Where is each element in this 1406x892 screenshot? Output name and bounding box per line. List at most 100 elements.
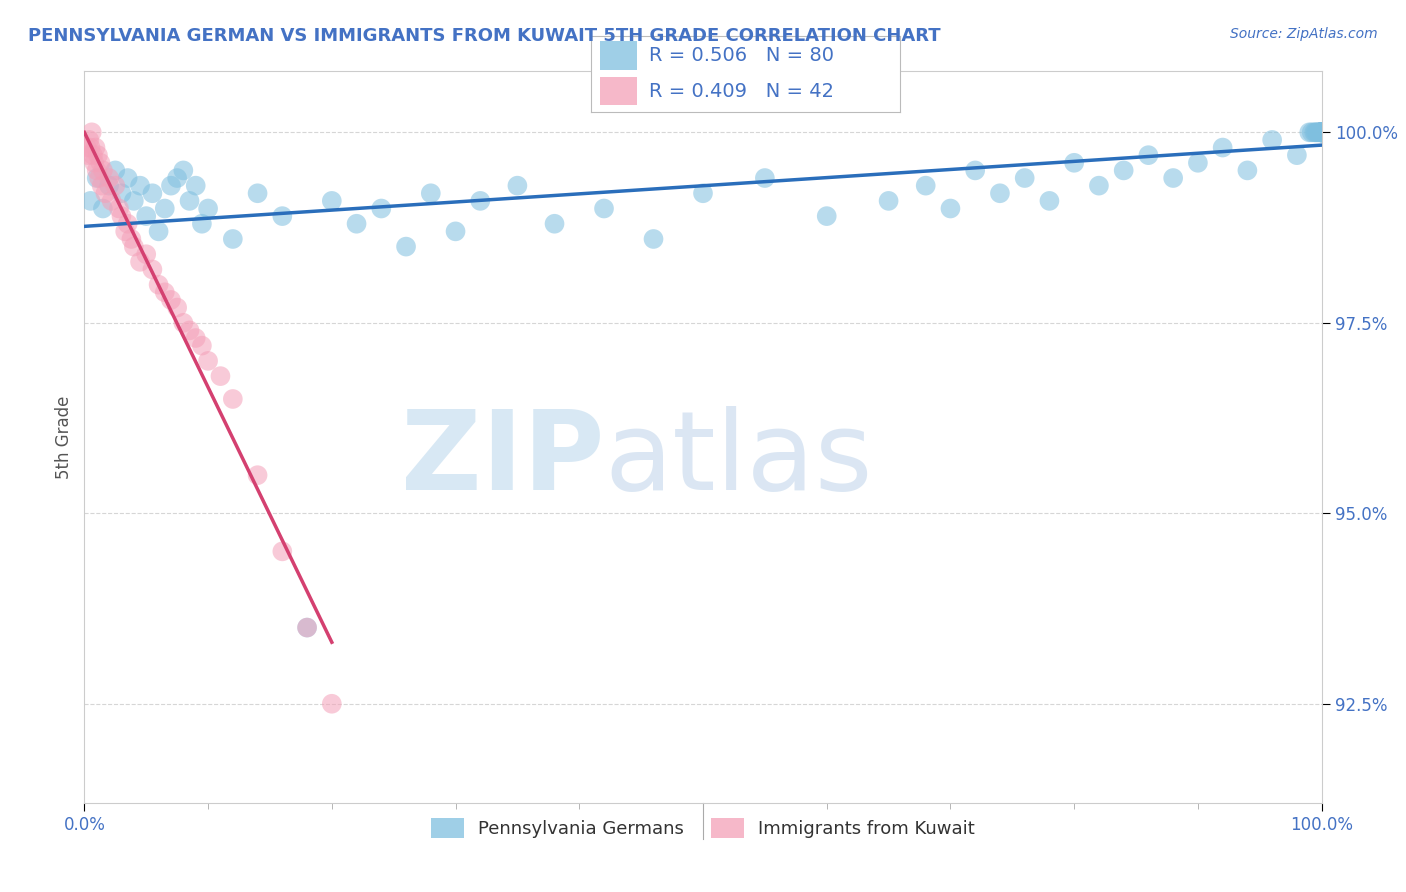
Point — [135, 209, 157, 223]
Point — [295, 621, 318, 635]
Point — [877, 194, 900, 208]
Point — [222, 392, 245, 406]
Point — [1310, 125, 1333, 139]
Point — [141, 186, 163, 201]
Point — [76, 140, 98, 154]
Point — [120, 232, 142, 246]
Point — [79, 140, 101, 154]
Point — [1285, 148, 1308, 162]
Point — [246, 468, 269, 483]
Point — [988, 186, 1011, 201]
Point — [271, 544, 294, 558]
Point — [184, 331, 207, 345]
Point — [87, 148, 110, 162]
Point — [1014, 171, 1036, 186]
Point — [1310, 125, 1333, 139]
Point — [77, 148, 100, 162]
Point — [114, 224, 136, 238]
Point — [1310, 125, 1333, 139]
Point — [222, 232, 245, 246]
Point — [90, 178, 112, 193]
Y-axis label: 5th Grade: 5th Grade — [55, 395, 73, 479]
Point — [346, 217, 368, 231]
Point — [1310, 125, 1333, 139]
Point — [79, 133, 101, 147]
Point — [110, 209, 132, 223]
Text: ZIP: ZIP — [401, 406, 605, 513]
Point — [643, 232, 665, 246]
Point — [1298, 125, 1320, 139]
Point — [593, 202, 616, 216]
Point — [172, 163, 194, 178]
Point — [1310, 125, 1333, 139]
Point — [108, 202, 131, 216]
Text: R = 0.409   N = 42: R = 0.409 N = 42 — [650, 81, 834, 101]
Point — [191, 217, 214, 231]
Point — [166, 171, 188, 186]
Legend: Pennsylvania Germans, Immigrants from Kuwait: Pennsylvania Germans, Immigrants from Ku… — [425, 811, 981, 845]
Point — [1187, 155, 1209, 169]
Point — [1305, 125, 1327, 139]
Point — [543, 217, 565, 231]
Point — [104, 163, 127, 178]
Point — [1212, 140, 1234, 154]
Point — [939, 202, 962, 216]
Point — [82, 148, 104, 162]
Point — [1310, 125, 1333, 139]
Point — [1310, 125, 1333, 139]
Point — [692, 186, 714, 201]
Point — [148, 224, 170, 238]
Point — [1310, 125, 1333, 139]
Point — [100, 194, 122, 208]
Point — [1309, 125, 1331, 139]
Point — [91, 202, 114, 216]
FancyBboxPatch shape — [600, 77, 637, 105]
Point — [1309, 125, 1331, 139]
Point — [83, 155, 105, 169]
Point — [153, 202, 176, 216]
Point — [1310, 125, 1333, 139]
Point — [914, 178, 936, 193]
Point — [1088, 178, 1111, 193]
Point — [184, 178, 207, 193]
Point — [1137, 148, 1160, 162]
Point — [94, 186, 117, 201]
Text: Source: ZipAtlas.com: Source: ZipAtlas.com — [1230, 27, 1378, 41]
Point — [209, 369, 232, 384]
Point — [98, 178, 121, 193]
Point — [104, 178, 127, 193]
Point — [122, 239, 145, 253]
Point — [129, 178, 152, 193]
Text: R = 0.506   N = 80: R = 0.506 N = 80 — [650, 45, 834, 65]
Point — [166, 301, 188, 315]
Point — [419, 186, 441, 201]
Point — [179, 323, 201, 337]
Point — [1306, 125, 1329, 139]
Point — [754, 171, 776, 186]
Point — [1310, 125, 1333, 139]
Point — [470, 194, 492, 208]
Point — [1310, 125, 1333, 139]
Point — [172, 316, 194, 330]
Point — [89, 155, 111, 169]
Point — [295, 621, 318, 635]
Point — [110, 186, 132, 201]
Point — [1112, 163, 1135, 178]
FancyBboxPatch shape — [600, 41, 637, 70]
Point — [84, 140, 107, 154]
Point — [129, 255, 152, 269]
Point — [197, 202, 219, 216]
Point — [160, 293, 183, 307]
Point — [506, 178, 529, 193]
Point — [141, 262, 163, 277]
Point — [117, 171, 139, 186]
Point — [122, 194, 145, 208]
Point — [191, 338, 214, 352]
Point — [1261, 133, 1284, 147]
Point — [1310, 125, 1333, 139]
Point — [1161, 171, 1184, 186]
Point — [148, 277, 170, 292]
Point — [135, 247, 157, 261]
Point — [395, 239, 418, 253]
Point — [1063, 155, 1085, 169]
